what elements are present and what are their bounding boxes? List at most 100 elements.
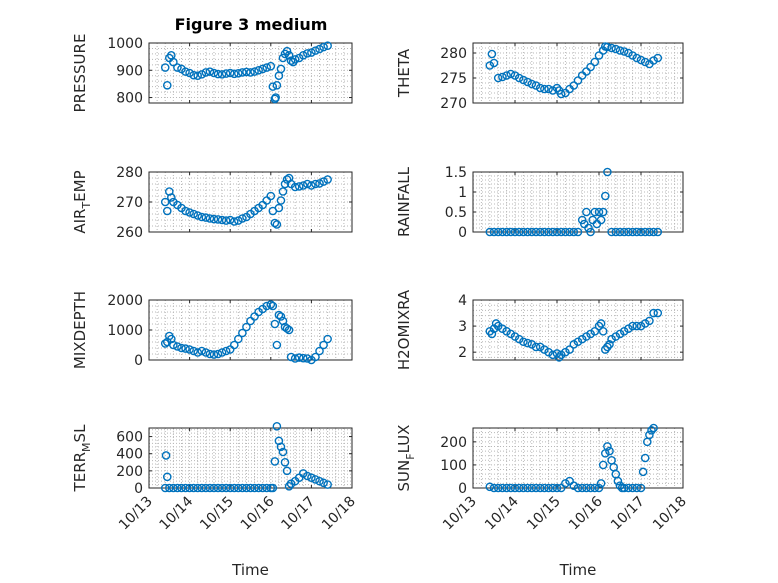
subplot-pressure: 800 900 1000 PRESSURE xyxy=(71,34,353,112)
theta-point xyxy=(540,84,549,94)
sun-flux-point xyxy=(615,481,625,490)
rainfall-point xyxy=(548,227,558,237)
pressure-point xyxy=(229,69,239,79)
h2omixra-point xyxy=(603,342,612,352)
air-temp-point xyxy=(185,208,194,217)
rainfall-point xyxy=(645,227,654,237)
sun-flux-point xyxy=(535,483,545,493)
air-temp-point xyxy=(209,214,219,224)
terr-msl-point xyxy=(201,483,211,493)
h2omixra-point xyxy=(586,329,595,339)
air-temp-point xyxy=(294,182,304,191)
terr-msl-point xyxy=(303,471,312,481)
pressure-point xyxy=(319,42,328,52)
rainfall-point xyxy=(607,227,616,237)
sun-flux-point xyxy=(640,453,650,463)
pressure-point xyxy=(298,50,308,60)
air-temp-point xyxy=(323,175,332,184)
theta-point xyxy=(489,58,499,68)
air-temp-point xyxy=(303,179,312,189)
pressure-point xyxy=(246,68,255,77)
mixdepth-point xyxy=(193,348,203,357)
terr-msl-point xyxy=(169,483,178,493)
pressure-point xyxy=(282,46,292,56)
terr-msl-point xyxy=(250,483,259,493)
mixdepth-point xyxy=(319,340,328,350)
terr-msl-point xyxy=(164,483,174,493)
terr-msl-ytick-label: 0 xyxy=(134,481,143,497)
h2omixra-point xyxy=(605,340,614,349)
h2omixra-point xyxy=(498,324,507,333)
pressure-point xyxy=(272,80,282,90)
rainfall-point xyxy=(573,227,583,237)
air-temp-series xyxy=(160,173,332,229)
theta-point xyxy=(640,57,650,67)
air-temp-point xyxy=(201,213,211,222)
theta-point xyxy=(653,53,663,63)
air-temp-ytick-label: 260 xyxy=(116,225,143,241)
h2omixra-point xyxy=(601,345,610,354)
sun-flux-point xyxy=(531,483,541,493)
mixdepth-point xyxy=(282,324,292,333)
air-temp-ylabel-main: AIR xyxy=(71,209,89,234)
air-temp-point xyxy=(181,206,190,216)
theta-ytick-label: 275 xyxy=(440,71,467,87)
theta-point xyxy=(502,71,511,80)
h2omixra-axes-frame xyxy=(472,299,684,361)
theta-point xyxy=(624,48,633,58)
mixdepth-point xyxy=(290,354,300,363)
h2omixra-point xyxy=(565,345,574,354)
terr-msl-point xyxy=(160,483,170,493)
mixdepth-series xyxy=(160,300,332,365)
h2omixra-point xyxy=(628,321,637,331)
sun-flux-point xyxy=(573,483,583,493)
theta-point xyxy=(619,47,629,56)
theta-point xyxy=(487,49,497,59)
air-temp-point xyxy=(234,216,243,225)
rainfall-point xyxy=(535,227,545,237)
rainfall-ytick-label: 0 xyxy=(458,225,467,241)
pressure-point xyxy=(250,67,259,76)
h2omixra-point xyxy=(653,308,663,318)
h2omixra-point xyxy=(487,329,497,339)
h2omixra-point xyxy=(531,342,541,352)
pressure-point xyxy=(205,67,215,76)
mixdepth-point xyxy=(197,346,207,356)
terr-msl-point xyxy=(162,472,172,482)
sun-flux-point xyxy=(523,483,532,493)
air-temp-point xyxy=(238,214,247,223)
sun-flux-ylabel-main: SUN xyxy=(395,460,413,492)
h2omixra-point xyxy=(527,340,537,349)
mixdepth-point xyxy=(189,346,198,356)
sun-flux-point xyxy=(596,479,606,488)
h2omixra-point xyxy=(640,319,650,328)
sun-flux-xlabel: Time xyxy=(559,561,597,579)
h2omixra-point xyxy=(540,345,549,354)
rainfall-point xyxy=(502,227,511,237)
mixdepth-point xyxy=(315,346,324,356)
rainfall-point xyxy=(489,227,499,237)
air-temp-point xyxy=(162,206,172,216)
terr-msl-point xyxy=(258,483,267,493)
terr-msl-xlabel: Time xyxy=(231,561,269,579)
h2omixra-point xyxy=(491,319,501,328)
theta-point xyxy=(649,56,658,65)
theta-point xyxy=(519,75,528,85)
rainfall-point xyxy=(527,227,537,237)
pressure-ytick-label: 800 xyxy=(116,91,143,107)
sun-flux-point xyxy=(569,481,579,490)
pressure-point xyxy=(254,65,263,75)
h2omixra-ytick-label: 4 xyxy=(458,293,467,309)
terr-msl-point xyxy=(280,457,290,467)
h2omixra-point xyxy=(596,319,606,328)
rainfall-point xyxy=(544,227,553,237)
terr-msl-point xyxy=(276,442,286,452)
air-temp-point xyxy=(197,212,207,222)
sun-flux-point xyxy=(510,483,520,493)
terr-msl-point xyxy=(213,483,223,493)
mixdepth-point xyxy=(217,348,227,357)
h2omixra-point xyxy=(502,327,511,336)
mixdepth-point xyxy=(262,301,272,311)
theta-point xyxy=(544,84,553,94)
air-temp-point xyxy=(290,182,300,192)
